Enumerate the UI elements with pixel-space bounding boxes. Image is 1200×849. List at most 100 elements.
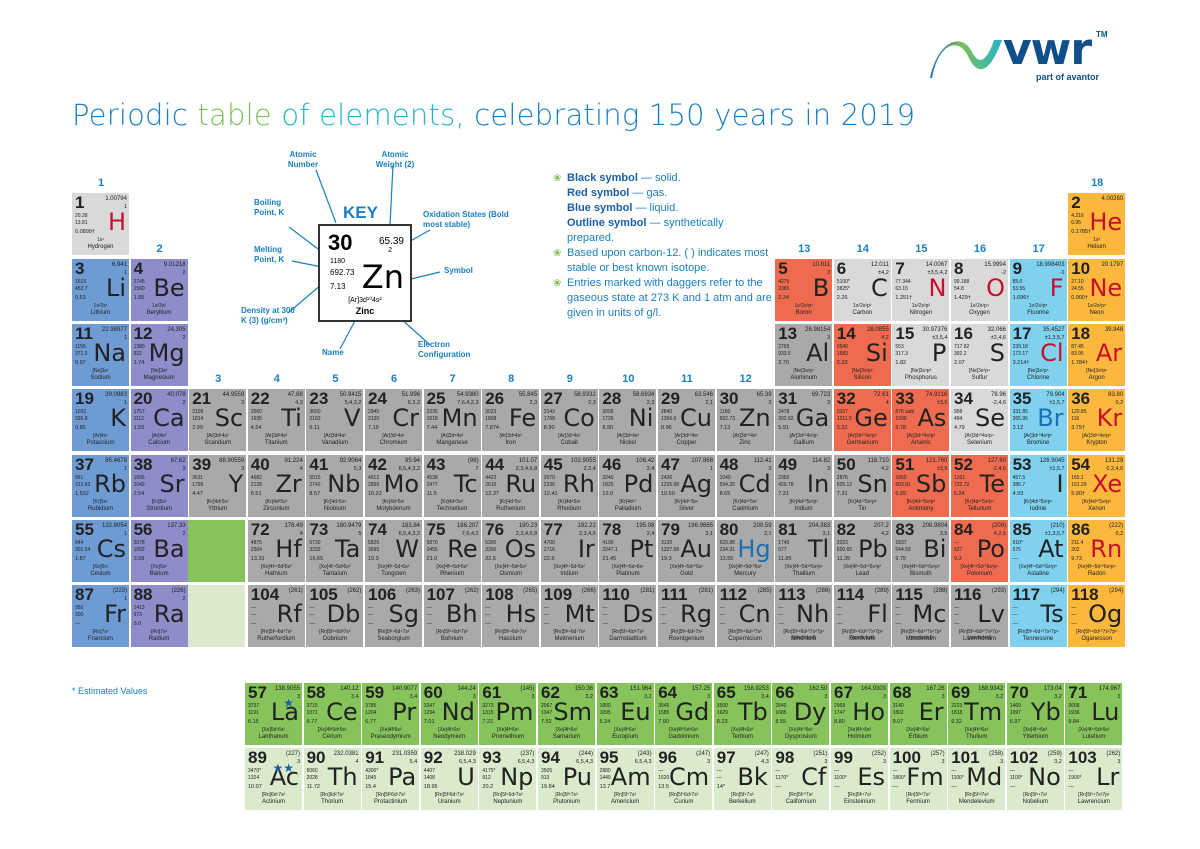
element-livermorium[interactable]: 116 (293) — — — Lv [Rn]5f¹⁴6d¹⁰7s²7p⁴ (predict… <box>951 585 1008 647</box>
element-gold[interactable]: 79 196.9665 3,1 3130 1337.58 19.3 Au [Xe]4f¹⁴5d… <box>658 520 715 582</box>
element-roentgenium[interactable]: 111 (281) — — — Rg [Rn]5f¹⁴6d⁹7s² Roentgenium <box>658 585 715 647</box>
element-lutetium[interactable]: 71 174.967 3 3668 1936 9.84 Lu [Xe]4f¹⁴5d¹6s² Lu… <box>1065 683 1123 745</box>
element-mendelevium[interactable]: 101 (258) 3—1100* — Md [Rn]5f¹³7s² Mendelevium <box>948 748 1006 810</box>
element-niobium[interactable]: 41 92.9064 5,3 5015 2742 8.57 Nb [Kr]4d⁴5s¹ Niob… <box>306 455 364 517</box>
element-technetium[interactable]: 43 (98) 7 4538 2477 11.5 Tc [Kr]4d⁵5s² Technetiu… <box>423 455 481 517</box>
element-actinium[interactable]: 89 (227) 3 3470* 1324 10.07 Ac [Rn]6d¹7s² Actini… <box>245 748 302 810</box>
element-hafnium[interactable]: 72 178.49 4 4875 2504 13.31 Hf [Xe]4f¹⁴5d²6s² Ha… <box>247 520 305 582</box>
element-helium[interactable]: 2 4.00260 4.216 0.95 0.1785† He 1s² Helium <box>1068 193 1126 255</box>
element-europium[interactable]: 63 151.964 3,2 1800 1095 5.24 Eu [Xe]4f⁷6s² Euro… <box>596 683 654 745</box>
element-polonium[interactable]: 84 (209) 4,2,6 —527 9.3 Po [Xe]4f¹⁴5d¹⁰6s²p⁴ Po… <box>951 520 1008 582</box>
element-indium[interactable]: 49 114.82 3 2350 429.78 7.31 In [Kr]4d¹⁰5s²p¹ In… <box>775 455 833 517</box>
element-ytterbium[interactable]: 70 173.04 3,2 1469 1097 6.97 Yb [Xe]4f¹⁴6s² Ytte… <box>1006 683 1064 745</box>
element-xenon[interactable]: 54 131.29 0,2,4,6 165.1 161.39 5.90† Xe [Kr]4d¹… <box>1068 455 1126 517</box>
element-zirconium[interactable]: 40 91.224 4 4682 2128 6.51 Zr [Kr]4d²5s² Zirconi… <box>247 455 305 517</box>
element-tungsten[interactable]: 74 183.84 6,5,4,3,2 5825 3695 19.3 W [Xe]4f¹⁴5d… <box>365 520 422 582</box>
element-phosphorus[interactable]: 15 30.97376 ±3,5,4 553 317.3 1.82 P [Ne]3s²p³ Ph… <box>892 324 950 386</box>
element-plutonium[interactable]: 94 (244) 6,5,4,3 3505 913 19.84 Pu [Rn]5f⁶7s² Pl… <box>538 748 595 810</box>
element-darmstadtium[interactable]: 110 (281) — — — Ds [Rn]5f¹⁴6d⁸7s² Darmstadtium <box>599 585 657 647</box>
element-lawrencium[interactable]: 103 (262) 3—1900* — Lr [Rn]5f¹⁴7s²7p¹ Lawrenci… <box>1065 748 1123 810</box>
element-francium[interactable]: 87 (223) 1 950 300 — Fr [Rn]7s¹ Francium <box>72 585 129 647</box>
element-beryllium[interactable]: 4 9.01218 2 2745 1560 1.85 Be 1s²2s² Beryllium <box>130 259 188 321</box>
element-rhodium[interactable]: 45 102.9055 2,3,4 3970 2236 12.41 Rh [Kr]4d⁸5s¹… <box>540 455 598 517</box>
element-nitrogen[interactable]: 7 14.0067 ±3,5,4,2 77.344 63.15 1.251† N 1s²2s²… <box>892 259 950 321</box>
element-zinc[interactable]: 30 65.39 2 1180 692.73 7.13 Zn [Ar]3d¹⁰4s² Zinc <box>716 389 774 451</box>
element-cesium[interactable]: 55 132.9054 1 944 301.54 1.87 Cs [Xe]6s¹ Cesium <box>72 520 129 582</box>
element-iron[interactable]: 26 55.845 2,3 3023 1808 7.874 Fe [Ar]3d⁶4s² Iron <box>482 389 540 451</box>
element-neon[interactable]: 10 20.1797 27.10 24.55 0.900† Ne 1s²2s²p⁶ Neon <box>1068 259 1126 321</box>
element-hydrogen[interactable]: 1 1.00794 1 20.28 13.81 0.0899† H 1s¹ Hydrogen <box>72 193 129 255</box>
element-dysprosium[interactable]: 66 162.50 3 2840 1685 8.55 Dy [Xe]4f¹⁰6s² Dyspro… <box>772 683 830 745</box>
element-oganesson[interactable]: 118 (294) — — — Og [Rn]5f¹⁴6d¹⁰7s²7p⁶ Oganesson <box>1068 585 1126 647</box>
element-iodine[interactable]: 53 126.9045 ±1,5,7 457.5 386.7 4.93 I [Kr]4d¹⁰5… <box>1009 455 1067 517</box>
element-curium[interactable]: 96 (247) 3 —1620 13.5 Cm [Rn]5f⁷6d¹7s² Curium <box>655 748 713 810</box>
element-sodium[interactable]: 11 22.98977 1 1156 371.0 0.97 Na [Ne]3s¹ Sodium <box>72 324 129 386</box>
element-fermium[interactable]: 100 (257) 3—1800* — Fm [Rn]5f¹²7s² Fermium <box>889 748 947 810</box>
element-cerium[interactable]: 58 140.12 3,4 3715 1071 6.77 Ce [Xe]4f¹5d¹6s² Ce… <box>303 683 361 745</box>
element-silver[interactable]: 47 107.868 1 2436 1235.08 10.50 Ag [Kr]4d¹⁰5s¹ S… <box>658 455 715 517</box>
element-americium[interactable]: 95 (243) 6,5,4,3 2880 1449 13.7 Am [Rn]5f⁷7s² Am… <box>596 748 654 810</box>
element-tennessine[interactable]: 117 (294) — — — Ts [Rn]5f¹⁴6d¹⁰7s²7p⁵ Tennessin… <box>1009 585 1067 647</box>
element-silicon[interactable]: 14 28.0855 4,2 3540 1683 2.33 Si [Ne]3s²p² Silic… <box>833 324 891 386</box>
element-tantalum[interactable]: 73 180.9479 5 5730 3293 16.65 Ta [Xe]4f¹⁴5d³6s²… <box>306 520 364 582</box>
element-erbium[interactable]: 68 167.26 3 3140 1802 9.07 Er [Xe]4f¹²6s² Erbium <box>889 683 947 745</box>
element-copper[interactable]: 29 63.546 2,1 2840 1356.6 8.96 Cu [Ar]3d¹⁰4s¹ Co… <box>658 389 715 451</box>
element-radon[interactable]: 86 (222) 0,2 211.4 202 9.73 Rn [Xe]4f¹⁴5d¹⁰6s²p… <box>1068 520 1126 582</box>
element-magnesium[interactable]: 12 24.305 2 1380 922 1.74 Mg [Ne]3s² Magnesium <box>130 324 188 386</box>
element-arsenic[interactable]: 33 74.9216 ±3,5 876 subl 1090 5.78 As [Ar]3d¹⁰4… <box>892 389 950 451</box>
element-sulfur[interactable]: 16 32.066 ±2,4,6 717.82 392.2 2.07 S [Ne]3s²p⁴ S… <box>951 324 1008 386</box>
element-thallium[interactable]: 81 204.383 3,1 1746 577 11.85 Tl [Xe]4f¹⁴5d¹⁰6s… <box>775 520 833 582</box>
element-holmium[interactable]: 67 164.9303 3 2968 1747 8.80 Ho [Xe]4f¹¹6s² Holm… <box>831 683 888 745</box>
element-aluminum[interactable]: 13 26.98154 3 2793 933.5 2.70 Al [Ne]3s²p¹ Alumi… <box>775 324 833 386</box>
element-krypton[interactable]: 36 83.80 0,2 120.85 116 3.75† Kr [Ar]3d¹⁰4s²p⁶ K… <box>1068 389 1126 451</box>
element-selenium[interactable]: 34 78.96 -2,4,6 958 494 4.79 Se [Ar]3d¹⁰4s²p⁴ Se… <box>951 389 1008 451</box>
element-cobalt[interactable]: 27 58.9332 2,3 3143 1768 8.90 Co [Ar]3d⁷4s² Coba… <box>540 389 598 451</box>
element-chlorine[interactable]: 17 35.4527 ±1,3,5,7 239.18 172.17 3.214† Cl [Ne… <box>1009 324 1067 386</box>
element-chromium[interactable]: 24 51.996 6,3,2 2945 2130 7.19 Cr [Ar]3d⁵4s¹ Chr… <box>365 389 422 451</box>
element-bromine[interactable]: 35 79.904 ±1,5,7 331.85 265.95 3.12 Br [Ar]3d¹⁰… <box>1009 389 1067 451</box>
element-strontium[interactable]: 38 87.62 2 1655 1042 2.54 Sr [Kr]5s² Strontium <box>130 455 188 517</box>
element-nobelium[interactable]: 102 (259) 3,2—1100* — No [Rn]5f¹⁴7s² Nobelium <box>1006 748 1064 810</box>
element-manganese[interactable]: 25 54.9380 7,6,4,2,3 2235 1518 7.44 Mn [Ar]3d⁵4… <box>423 389 481 451</box>
element-moscovium[interactable]: 115 (288) — — — Mc [Rn]5f¹⁴6d¹⁰7s²7p³ (predict… <box>892 585 950 647</box>
element-gallium[interactable]: 31 69.723 3 2478 302.92 5.91 Ga [Ar]3d¹⁰4s²p¹ Ga… <box>775 389 833 451</box>
element-uranium[interactable]: 92 238.029 6,5,4,3 4407 1408 18.95 U [Rn]5f³6d¹… <box>420 748 478 810</box>
element-osmium[interactable]: 76 190.23 2,3,4,6,8 5300 3300 22.6 Os [Xe]4f¹⁴5… <box>482 520 540 582</box>
element-iridium[interactable]: 77 192.22 2,3,4,6 4700 2716 22.6 Ir [Xe]4f¹⁴5d⁷… <box>540 520 598 582</box>
element-gadolinium[interactable]: 64 157.25 3 3545 1585 7.90 Gd [Xe]4f⁷5d¹6s² Gado… <box>655 683 713 745</box>
element-seaborgium[interactable]: 106 (263) — — — Sg [Rn]5f¹⁴6d⁴7s² Seaborgium <box>365 585 422 647</box>
element-bismuth[interactable]: 83 208.9804 3,5 1837 544.59 9.75 Bi [Xe]4f¹⁴5d¹… <box>892 520 950 582</box>
element-germanium[interactable]: 32 72.61 4 3107 1211.5 5.32 Ge [Ar]3d¹⁰4s²p² Ger… <box>833 389 891 451</box>
element-flerovium[interactable]: 114 (289) — — — Fl [Rn]5f¹⁴6d¹⁰7s²7p² (predict… <box>833 585 891 647</box>
element-meitnerium[interactable]: 109 (266) — — — Mt [Rn]5f¹⁴6d⁷7s² Meitnerium <box>540 585 598 647</box>
element-titanium[interactable]: 22 47.88 4,3 3560 1935 4.54 Ti [Ar]3d²4s² Titani… <box>247 389 305 451</box>
element-neptunium[interactable]: 93 (237) 6,5,4,3 4175* 912 20.2 Np [Rn]5f⁴6d¹7s… <box>479 748 537 810</box>
element-nihonium[interactable]: 113 (286) — — — Nh [Rn]5f¹⁴6d¹⁰7s²7p¹ (predict… <box>775 585 833 647</box>
element-tellurium[interactable]: 52 127.60 -2,4,6 1261 722.72 6.24 Te [Kr]4d¹⁰5s… <box>951 455 1008 517</box>
element-scandium[interactable]: 21 44.9559 3 3109 1814 2.99 Sc [Ar]3d¹4s² Scandi… <box>189 389 247 451</box>
element-rutherfordium[interactable]: 104 (261) — — — Rf [Rn]5f¹⁴6d²7s² Rutherfordium <box>247 585 305 647</box>
element-mercury[interactable]: 80 200.59 2,1 629.88 234.31 13.55 Hg [Xe]4f¹⁴5d… <box>716 520 774 582</box>
element-argon[interactable]: 18 39.948 87.45 83.95 1.784† Ar [Ne]3s²p⁶ Argon <box>1068 324 1126 386</box>
element-einsteinium[interactable]: 99 (252) 3—1100* — Es [Rn]5f¹¹7s² Einsteinium <box>831 748 888 810</box>
element-berkelium[interactable]: 97 (247) 4,3 — — 14* Bk [Rn]5f⁹7s² Berkelium <box>713 748 771 810</box>
element-boron[interactable]: 5 10.811 3 4275 2365 2.34 B 1s²2s²p¹ Boron <box>775 259 833 321</box>
element-calcium[interactable]: 20 40.078 2 1757 1112 1.55 Ca [Ar]4s² Calcium <box>130 389 188 451</box>
element-radium[interactable]: 88 (226) 2 1413 973 5.0 Ra [Rn]7s² Radium <box>130 585 188 647</box>
element-samarium[interactable]: 62 150.36 3,2 2067 1347 7.52 Sm [Xe]4f⁶6s² Samar… <box>538 683 595 745</box>
element-carbon[interactable]: 6 12.011 ±4,2 5100* 3825* 2.26 C 1s²2s²p² Carbon <box>833 259 891 321</box>
element-lead[interactable]: 82 207.2 4,2 2023 600.65 11.35 Pb [Xe]4f¹⁴5d¹⁰6… <box>833 520 891 582</box>
element-oxygen[interactable]: 8 15.9994 -2 90.188 54.8 1.429† O 1s²2s²p⁴ Oxyge… <box>951 259 1008 321</box>
element-praseodymium[interactable]: 59 140.9077 3,4 3785 1204 6.77 Pr [Xe]4f³6s² Pra… <box>362 683 420 745</box>
element-lanthanum[interactable]: 57 138.9055 3 3737 1191 6.15 La [Xe]5d¹6s² Lanth… <box>245 683 302 745</box>
element-platinum[interactable]: 78 195.08 2,4 4100 2047.1 21.45 Pt [Xe]4f¹⁴5d⁹6… <box>599 520 657 582</box>
element-copernicium[interactable]: 112 (285) — — — Cn [Rn]5f¹⁴6d¹⁰7s² Copernicium <box>716 585 774 647</box>
element-palladium[interactable]: 46 106.42 2,4 3240 1825 12.0 Pd [Kr]4d¹⁰ Palladi… <box>599 455 657 517</box>
element-lithium[interactable]: 3 6.941 1 1615 453.7 0.53 Li 1s²2s¹ Lithium <box>72 259 129 321</box>
element-barium[interactable]: 56 137.33 2 2078 1002 3.59 Ba [Xe]6s² Barium <box>130 520 188 582</box>
element-nickel[interactable]: 28 58.6934 2,3 3005 1726 8.90 Ni [Ar]3d⁸4s² Nick… <box>599 389 657 451</box>
element-neodymium[interactable]: 60 144.24 3 3347 1294 7.01 Nd [Xe]4f⁴6s² Neodymi… <box>420 683 478 745</box>
element-antimony[interactable]: 51 121.760 ±3,5 1860 903.91 6.69 Sb [Kr]4d¹⁰5s²… <box>892 455 950 517</box>
element-fluorine[interactable]: 9 18.998403 -1 85.0 53.55 1.696† F 1s²2s²p⁵ Fluo… <box>1009 259 1067 321</box>
element-terbium[interactable]: 65 158.9253 3,4 3500 1629 8.23 Tb [Xe]4f⁹6s² Ter… <box>713 683 771 745</box>
